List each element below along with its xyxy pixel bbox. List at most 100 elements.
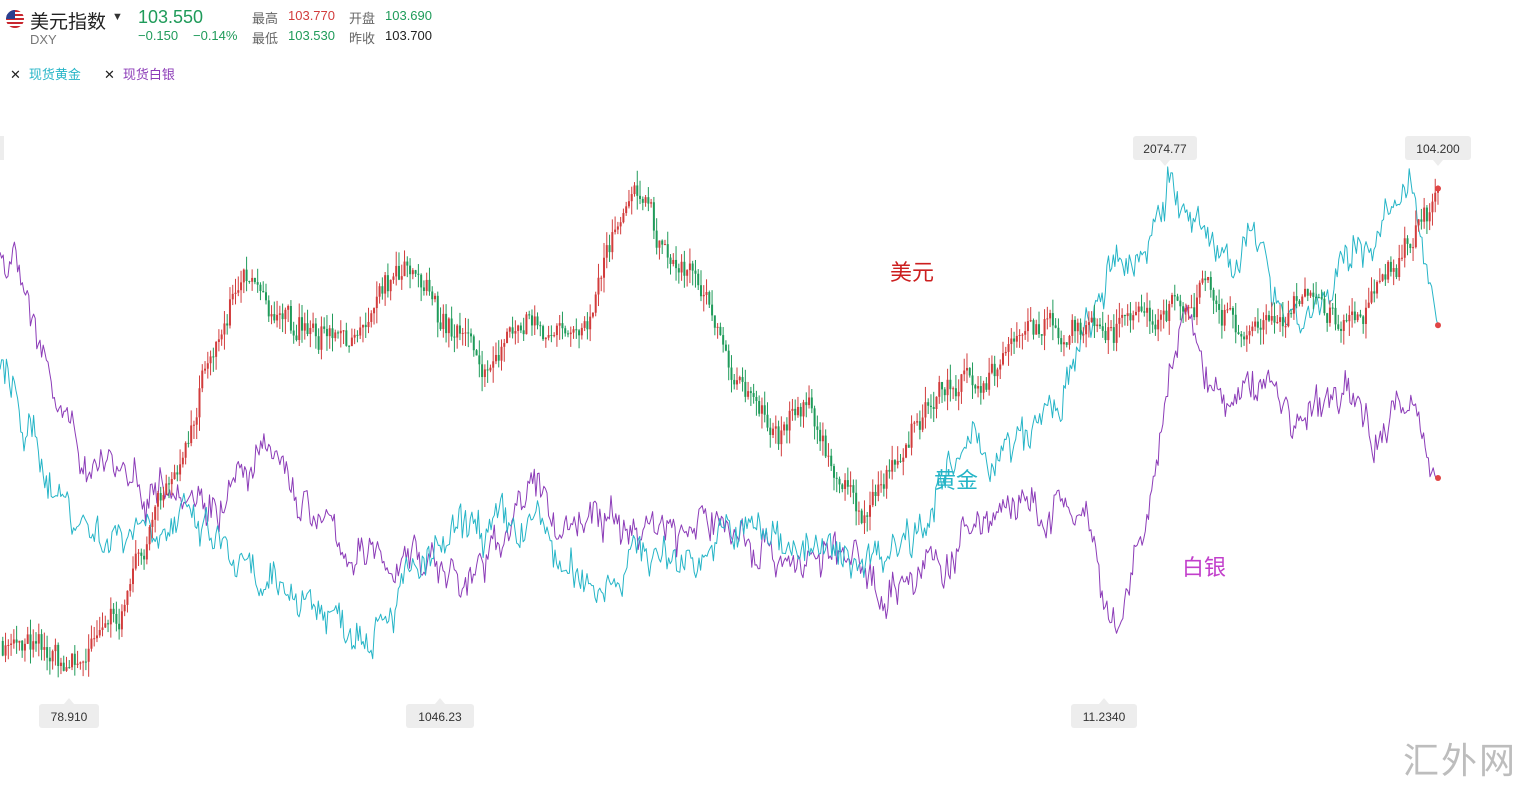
dxy-candle-body — [536, 316, 539, 326]
dxy-candle-body — [580, 327, 583, 336]
callout-text: 11.2340 — [1083, 710, 1126, 724]
dxy-candle-body — [15, 639, 18, 643]
dxy-candle-body — [528, 314, 531, 316]
dxy-candle-body — [414, 270, 417, 274]
dxy-candle-body — [1068, 335, 1071, 345]
remove-silver-icon[interactable]: ✕ — [104, 67, 115, 82]
dxy-candle-body — [885, 469, 888, 489]
dxy-candle-body — [871, 491, 874, 506]
dxy-candle-body — [857, 510, 860, 512]
dxy-candle-body — [428, 279, 431, 292]
dxy-candle-body — [760, 405, 763, 414]
dxy-candle-body — [625, 206, 628, 214]
dxy-candle-body — [486, 369, 489, 371]
dxy-candle-body — [51, 651, 54, 662]
dxy-candle-body — [633, 185, 636, 195]
dxy-candle-body — [386, 275, 389, 292]
dxy-candle-body — [148, 526, 151, 545]
dxy-candle-body — [381, 286, 384, 294]
caret-down-icon[interactable]: ▼ — [112, 11, 123, 23]
dxy-candle-body — [54, 644, 57, 652]
dxy-candle-body — [259, 284, 262, 292]
dxy-candle-body — [647, 197, 650, 204]
us-flag-icon — [6, 10, 24, 28]
dxy-candle-body — [1093, 317, 1096, 327]
dxy-candle-body — [1428, 212, 1431, 222]
dxy-candle-body — [1024, 331, 1027, 335]
dxy-candle-body — [461, 332, 464, 334]
dxy-candle-body — [301, 317, 304, 331]
dxy-candle-body — [373, 308, 376, 314]
dxy-candle-body — [464, 332, 467, 334]
dxy-candle-body — [1126, 313, 1129, 317]
dxy-candle-body — [442, 313, 445, 330]
dxy-candle-body — [1409, 243, 1412, 249]
gold-line — [0, 166, 1439, 660]
dxy-candle-body — [334, 332, 337, 339]
dxy-candle-body — [1292, 296, 1295, 314]
dxy-candle-body — [597, 277, 600, 295]
dxy-candle-body — [198, 388, 201, 418]
dxy-candle-body — [827, 455, 830, 457]
dxy-candle-body — [168, 483, 171, 485]
dxy-candle-body — [525, 314, 528, 335]
dxy-candle-body — [364, 324, 367, 328]
dxy-candle-body — [270, 314, 273, 317]
dxy-candle-body — [470, 333, 473, 337]
dxy-candle-body — [295, 335, 298, 340]
dxy-candle-body — [179, 464, 182, 475]
dxy-candle-body — [902, 457, 905, 462]
dxy-candle-body — [855, 492, 858, 512]
dxy-candle-body — [251, 277, 254, 282]
dxy-candle-body — [663, 244, 666, 246]
dxy-candle-body — [799, 406, 802, 417]
dxy-candle-body — [600, 277, 603, 279]
dxy-candle-body — [209, 356, 212, 364]
dxy-candle-body — [658, 240, 661, 248]
dxy-candle-body — [769, 427, 772, 435]
dxy-candle-body — [1320, 297, 1323, 299]
dxy-candle-body — [342, 330, 345, 332]
callout-text: 78.910 — [51, 710, 88, 724]
instrument-title[interactable]: 美元指数 — [30, 12, 107, 33]
dxy-candle-body — [921, 417, 924, 430]
gold-last-dot — [1435, 322, 1441, 329]
dxy-candle-body — [57, 644, 60, 666]
dxy-candle-body — [436, 295, 439, 323]
dxy-candle-body — [445, 313, 448, 334]
dxy-candle-body — [974, 385, 977, 389]
dxy-candle-body — [965, 367, 968, 371]
dxy-candle-body — [542, 326, 545, 340]
dxy-candle-body — [611, 232, 614, 253]
dxy-candle-body — [1110, 327, 1113, 329]
dxy-candle-body — [1226, 309, 1229, 311]
dxy-candle-body — [447, 318, 450, 334]
dxy-candle-body — [312, 323, 315, 328]
dxy-candle-body — [1090, 317, 1093, 323]
dxy-candle-body — [253, 277, 256, 283]
dxy-candle-body — [165, 483, 168, 496]
dxy-candle-body — [406, 261, 409, 266]
dxy-candle-body — [882, 484, 885, 489]
dxy-candle-body — [694, 270, 697, 274]
callout-text: 2074.77 — [1143, 142, 1187, 156]
dxy-candle-body — [120, 611, 123, 630]
dxy-candle-body — [84, 661, 87, 663]
legend-item-silver[interactable]: ✕ 现货白银 — [104, 64, 175, 83]
dxy-candle-body — [82, 661, 85, 663]
dxy-candle-body — [192, 424, 195, 426]
dxy-candle-body — [450, 318, 453, 337]
dxy-candle-body — [772, 428, 775, 435]
remove-gold-icon[interactable]: ✕ — [10, 67, 21, 82]
dxy-candle-body — [993, 363, 996, 377]
end-dots — [1435, 185, 1441, 481]
dxy-candle-body — [766, 414, 769, 428]
dxy-candle-body — [677, 268, 680, 273]
dxy-candle-body — [893, 460, 896, 465]
dxy-candle-body — [591, 312, 594, 317]
legend-item-gold[interactable]: ✕ 现货黄金 — [10, 64, 81, 83]
dxy-candle-body — [1243, 336, 1246, 340]
dxy-candle-body — [1245, 335, 1248, 340]
